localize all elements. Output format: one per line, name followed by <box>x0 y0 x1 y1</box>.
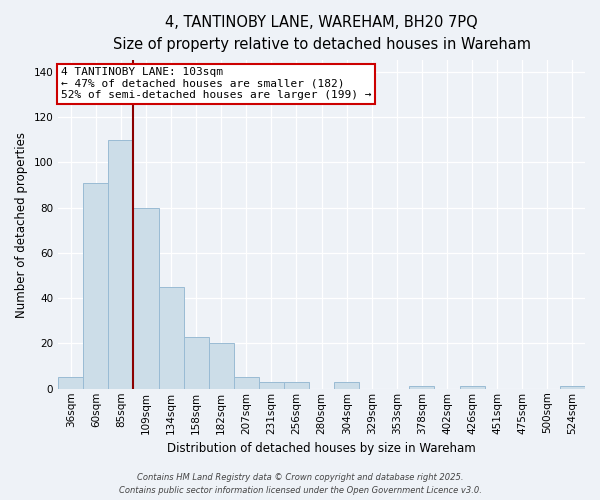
Bar <box>133 208 158 389</box>
Bar <box>83 182 109 389</box>
Text: 4 TANTINOBY LANE: 103sqm
← 47% of detached houses are smaller (182)
52% of semi-: 4 TANTINOBY LANE: 103sqm ← 47% of detach… <box>61 67 371 100</box>
Bar <box>259 382 284 389</box>
Bar <box>460 386 485 389</box>
Bar <box>409 386 434 389</box>
Bar <box>334 382 359 389</box>
Bar <box>58 378 83 389</box>
X-axis label: Distribution of detached houses by size in Wareham: Distribution of detached houses by size … <box>167 442 476 455</box>
Bar <box>158 287 184 389</box>
Bar <box>284 382 309 389</box>
Bar <box>560 386 585 389</box>
Bar <box>209 344 234 389</box>
Y-axis label: Number of detached properties: Number of detached properties <box>15 132 28 318</box>
Bar <box>184 336 209 389</box>
Text: Contains HM Land Registry data © Crown copyright and database right 2025.
Contai: Contains HM Land Registry data © Crown c… <box>119 474 481 495</box>
Bar <box>234 378 259 389</box>
Bar <box>109 140 133 389</box>
Title: 4, TANTINOBY LANE, WAREHAM, BH20 7PQ
Size of property relative to detached house: 4, TANTINOBY LANE, WAREHAM, BH20 7PQ Siz… <box>113 15 530 52</box>
